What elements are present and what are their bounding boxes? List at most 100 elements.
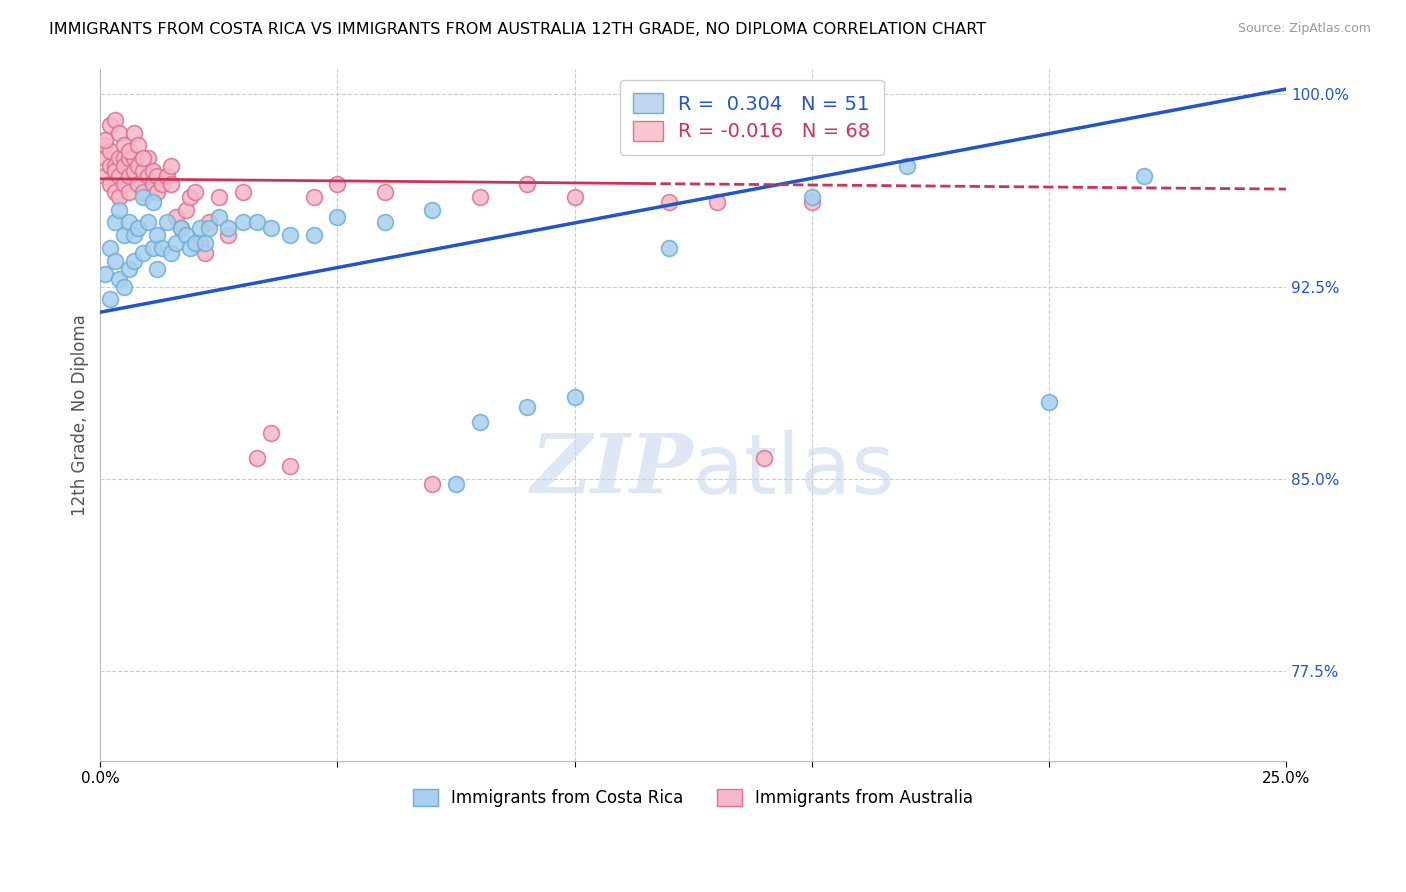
Point [103, 112, 125, 127]
Point [232, 185, 254, 199]
Point [278, 459, 301, 474]
Point [800, 194, 823, 209]
Point [122, 126, 145, 140]
Point [127, 138, 149, 153]
Point [278, 228, 301, 243]
Point [420, 477, 443, 491]
Point [260, 425, 283, 440]
Point [420, 202, 443, 217]
Point [132, 151, 155, 165]
Point [146, 228, 169, 243]
Point [564, 190, 586, 204]
Point [132, 164, 155, 178]
Point [141, 177, 163, 191]
Point [103, 159, 125, 173]
Text: ZIP: ZIP [530, 430, 693, 510]
Point [112, 228, 135, 243]
Point [118, 144, 141, 158]
Text: atlas: atlas [693, 430, 894, 511]
Point [232, 215, 254, 229]
Point [112, 177, 135, 191]
Point [94, 133, 117, 147]
Point [194, 235, 217, 250]
Point [103, 253, 125, 268]
Point [246, 215, 269, 229]
Point [141, 164, 163, 178]
Point [302, 228, 325, 243]
Point [184, 235, 207, 250]
Point [658, 241, 681, 255]
Point [326, 177, 349, 191]
Point [108, 126, 131, 140]
Text: IMMIGRANTS FROM COSTA RICA VS IMMIGRANTS FROM AUSTRALIA 12TH GRADE, NO DIPLOMA C: IMMIGRANTS FROM COSTA RICA VS IMMIGRANTS… [49, 22, 987, 37]
Point [160, 159, 183, 173]
Point [118, 215, 141, 229]
Point [706, 194, 728, 209]
Point [208, 190, 231, 204]
Point [136, 151, 159, 165]
Point [98, 159, 121, 173]
Point [198, 220, 221, 235]
Point [118, 151, 141, 165]
Point [170, 220, 193, 235]
Point [94, 267, 117, 281]
Y-axis label: 12th Grade, No Diploma: 12th Grade, No Diploma [72, 314, 89, 516]
Point [217, 220, 239, 235]
Point [112, 151, 135, 165]
Point [136, 169, 159, 184]
Point [108, 169, 131, 184]
Point [94, 169, 117, 184]
Point [108, 272, 131, 286]
Point [156, 169, 179, 184]
Point [132, 246, 155, 260]
Point [108, 202, 131, 217]
Point [98, 241, 121, 255]
Point [146, 185, 169, 199]
Point [374, 215, 396, 229]
Point [127, 159, 149, 173]
Point [188, 235, 211, 250]
Point [122, 228, 145, 243]
Point [800, 190, 823, 204]
Point [127, 177, 149, 191]
Point [122, 164, 145, 178]
Point [194, 246, 217, 260]
Point [98, 177, 121, 191]
Point [754, 451, 776, 466]
Point [260, 220, 283, 235]
Point [122, 151, 145, 165]
Point [103, 215, 125, 229]
Point [516, 400, 538, 414]
Point [132, 185, 155, 199]
Point [103, 185, 125, 199]
Point [1038, 395, 1060, 409]
Point [208, 211, 231, 225]
Point [165, 235, 187, 250]
Point [896, 159, 918, 173]
Point [103, 164, 125, 178]
Point [468, 416, 491, 430]
Point [112, 138, 135, 153]
Point [170, 220, 193, 235]
Point [146, 169, 169, 184]
Point [141, 241, 163, 255]
Point [112, 279, 135, 293]
Point [132, 190, 155, 204]
Point [564, 390, 586, 404]
Point [160, 177, 183, 191]
Point [141, 194, 163, 209]
Point [136, 215, 159, 229]
Point [94, 138, 117, 153]
Point [108, 151, 131, 165]
Point [94, 151, 117, 165]
Point [127, 220, 149, 235]
Point [122, 253, 145, 268]
Point [188, 220, 211, 235]
Point [98, 293, 121, 307]
Point [118, 169, 141, 184]
Point [179, 190, 201, 204]
Point [150, 177, 173, 191]
Point [198, 215, 221, 229]
Point [516, 177, 538, 191]
Point [179, 241, 201, 255]
